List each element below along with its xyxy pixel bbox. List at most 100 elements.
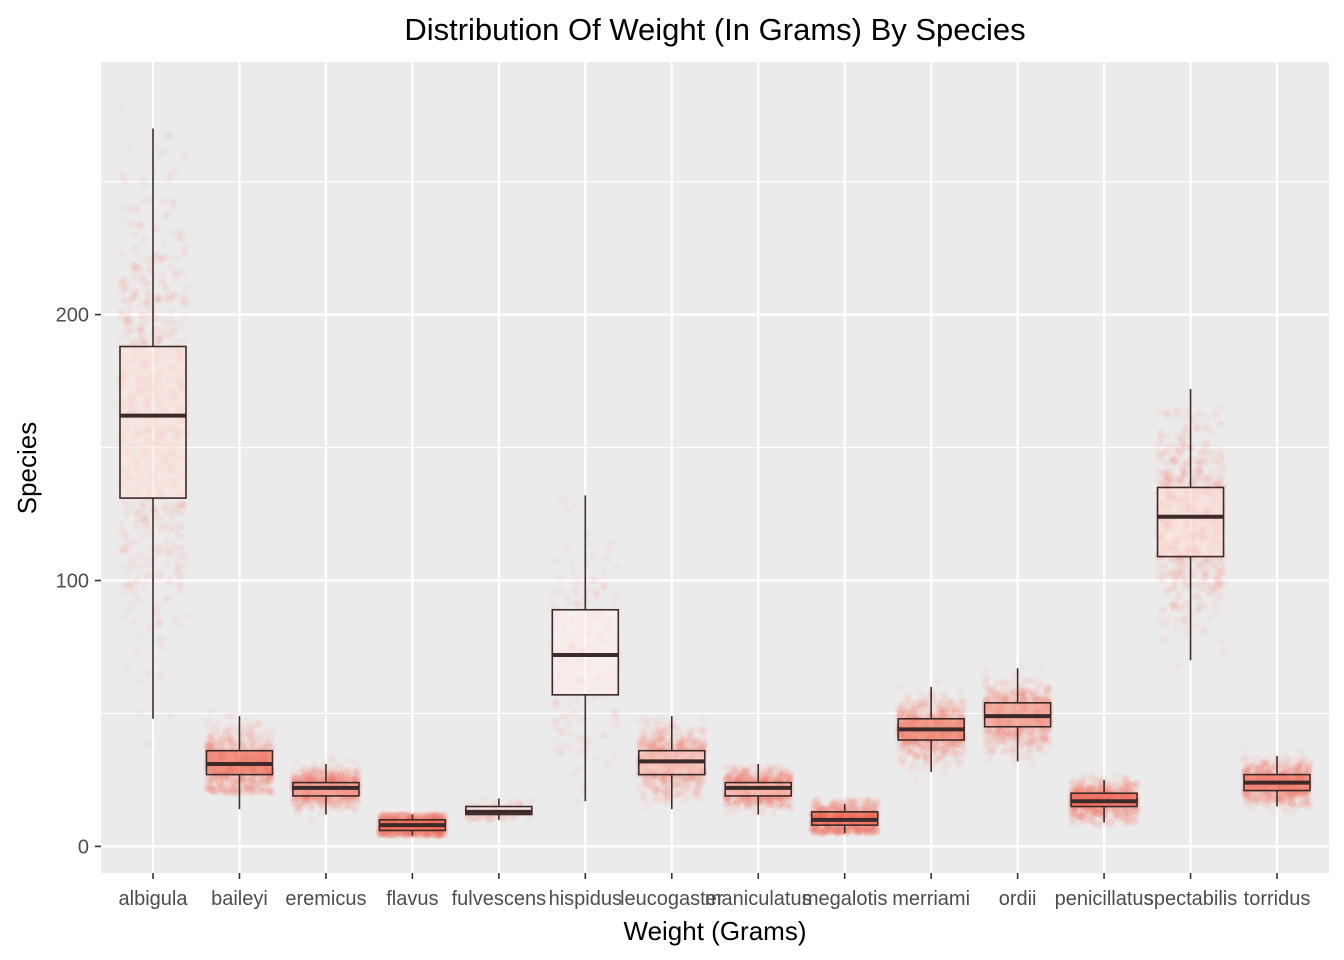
- jitter-point: [257, 786, 266, 795]
- jitter-point: [250, 779, 259, 788]
- jitter-point: [139, 272, 147, 281]
- jitter-point: [169, 197, 177, 206]
- jitter-point: [122, 297, 131, 306]
- jitter-point: [169, 200, 178, 209]
- jitter-point: [178, 501, 187, 510]
- jitter-point: [158, 270, 167, 279]
- jitter-point: [118, 307, 127, 315]
- jitter-point: [170, 506, 179, 515]
- jitter-point: [177, 533, 186, 542]
- jitter-point: [173, 557, 182, 566]
- jitter-point: [156, 150, 165, 159]
- jitter-point: [600, 584, 609, 592]
- jitter-point: [146, 520, 154, 529]
- jitter-point: [178, 499, 187, 508]
- jitter-point: [600, 568, 609, 576]
- jitter-point: [119, 533, 128, 542]
- jitter-point: [176, 522, 184, 530]
- jitter-point: [480, 794, 489, 803]
- jitter-point: [165, 510, 174, 519]
- jitter-point: [136, 323, 145, 332]
- jitter-point: [155, 671, 164, 680]
- jitter-point: [163, 252, 172, 261]
- jitter-point: [142, 256, 151, 265]
- jitter-point: [652, 715, 661, 724]
- jitter-point: [154, 569, 163, 578]
- jitter-point: [598, 730, 606, 739]
- jitter-point: [164, 526, 173, 535]
- jitter-point: [154, 636, 163, 645]
- jitter-point: [119, 170, 128, 179]
- jitter-point: [119, 544, 128, 553]
- jitter-point: [181, 242, 190, 251]
- jitter-point: [231, 788, 239, 797]
- jitter-point: [119, 277, 128, 286]
- jitter-point: [166, 332, 175, 341]
- jitter-point: [119, 284, 128, 293]
- jitter-point: [118, 280, 127, 289]
- jitter-point: [139, 504, 148, 513]
- jitter-point: [222, 728, 231, 737]
- jitter-point: [563, 545, 572, 554]
- jitter-point: [125, 305, 134, 314]
- jitter-point: [778, 802, 787, 811]
- jitter-point: [180, 337, 189, 345]
- jitter-point: [206, 783, 215, 792]
- jitter-point: [137, 219, 146, 228]
- jitter-point: [210, 777, 219, 786]
- jitter-point: [684, 779, 693, 788]
- jitter-point: [160, 147, 169, 156]
- jitter-point: [240, 729, 248, 738]
- jitter-point: [240, 784, 249, 793]
- jitter-point: [267, 741, 276, 750]
- jitter-point: [128, 221, 137, 230]
- jitter-point: [256, 774, 265, 783]
- jitter-point: [127, 554, 136, 563]
- jitter-point: [141, 498, 150, 507]
- jitter-point: [177, 234, 185, 243]
- jitter-point: [170, 268, 179, 277]
- jitter-point: [126, 206, 135, 215]
- jitter-point: [152, 294, 161, 303]
- jitter-point: [181, 284, 190, 292]
- jitter-point: [293, 808, 302, 817]
- jitter-point: [168, 506, 177, 515]
- jitter-point: [140, 515, 149, 524]
- jitter-point: [212, 784, 221, 793]
- jitter-point: [154, 334, 163, 343]
- jitter-point: [222, 732, 231, 741]
- jitter-point: [150, 250, 159, 259]
- jitter-point: [160, 296, 169, 305]
- jitter-point: [152, 315, 161, 323]
- jitter-point: [551, 718, 560, 727]
- jitter-point: [124, 566, 133, 575]
- jitter-point: [228, 726, 237, 735]
- jitter-point: [292, 774, 301, 783]
- jitter-point: [121, 326, 130, 335]
- jitter-point: [764, 771, 773, 780]
- jitter-point: [673, 789, 682, 798]
- jitter-point: [139, 297, 148, 306]
- jitter-point: [156, 256, 165, 265]
- jitter-point: [119, 590, 128, 599]
- jitter-point: [252, 780, 261, 789]
- jitter-point: [135, 222, 144, 231]
- jitter-point: [339, 774, 348, 783]
- jitter-point: [635, 783, 644, 792]
- jitter-point: [609, 599, 618, 608]
- jitter-point: [582, 586, 591, 594]
- jitter-point: [225, 774, 234, 783]
- jitter-point: [246, 730, 255, 739]
- jitter-point: [206, 785, 215, 794]
- jitter-point: [593, 594, 602, 602]
- jitter-point: [174, 563, 183, 572]
- jitter-point: [307, 815, 316, 824]
- jitter-point: [696, 778, 704, 787]
- jitter-point: [609, 720, 618, 729]
- jitter-point: [164, 292, 173, 301]
- jitter-point: [292, 757, 301, 766]
- jitter-point: [130, 274, 139, 283]
- jitter-point: [153, 335, 162, 344]
- jitter-point: [227, 784, 236, 793]
- jitter-point: [171, 526, 180, 535]
